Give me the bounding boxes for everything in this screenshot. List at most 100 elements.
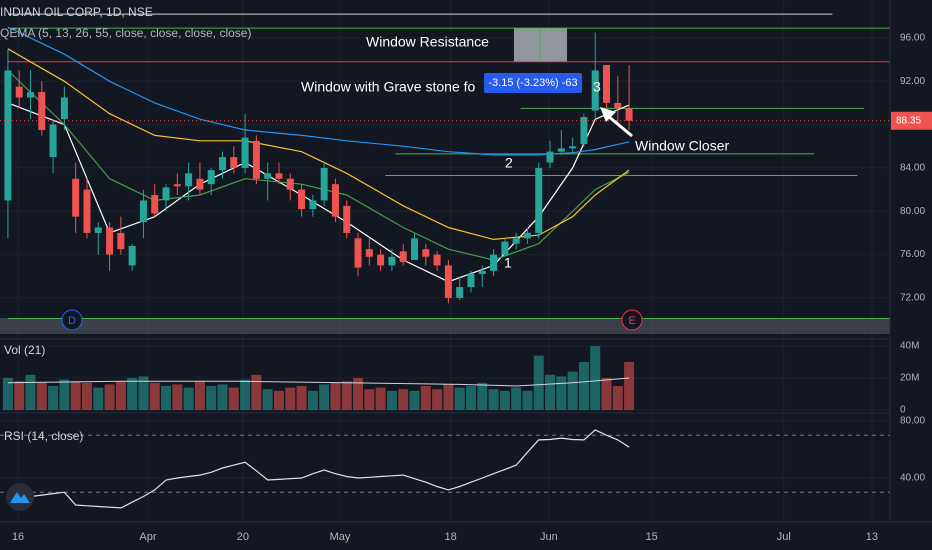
candle-body [151,195,159,214]
volume-bar [59,379,70,410]
candle-body [309,200,317,210]
rsi-line [7,429,630,509]
volume-bar [522,390,533,410]
volume-bar [533,355,544,410]
y-tick-label: 40.00 [900,473,925,484]
volume-bar [228,387,239,410]
y-tick-label: 92.00 [900,76,925,87]
volume-bar [115,381,126,410]
candle-body [162,187,170,201]
volume-bar [398,389,409,410]
last-price-label: 88.35 [896,115,921,126]
candle-body [467,274,475,288]
y-tick-label: 20M [900,373,919,384]
candle-body [49,124,57,158]
volume-bar [161,386,172,410]
event-label: D [68,315,76,327]
volume-bar [2,378,13,410]
volume-bar [578,362,589,410]
event-label: E [628,315,635,327]
volume-bar [567,371,578,410]
volume-label: Vol (21) [4,343,45,357]
volume-bar [251,374,262,410]
candle-body [580,117,588,145]
volume-bar [138,376,149,410]
candle-body [94,227,102,233]
volume-bar [172,384,183,410]
volume-bar [14,381,25,410]
volume-bar [296,386,307,410]
event-marker [61,309,83,331]
volume-bar [217,384,228,410]
volume-bar [341,381,352,410]
candle-body [603,65,611,103]
y-tick-label: 76.00 [900,249,925,260]
symbol-title: INDIAN OIL CORP, 1D, NSE [0,5,153,19]
candle-body [83,189,91,233]
volume-bar [307,390,318,410]
y-tick-label: 80.00 [900,206,925,217]
volume-bar [624,362,635,410]
annotation: Window Closer [635,138,729,154]
candle-body [456,287,464,298]
y-tick-label: 84.00 [900,163,925,174]
candle-body [625,108,633,121]
candle-body [490,254,498,271]
volume-bar [488,389,499,410]
candle-body [422,249,430,257]
logo-icon [10,492,30,503]
volume-bar [432,389,443,410]
candle-body [252,140,260,179]
volume-bar [454,387,465,410]
candle-body [377,254,385,266]
candle-body [444,265,452,298]
x-tick-label: 15 [646,531,658,543]
volume-bar [104,384,115,410]
candle-body [26,92,34,98]
x-tick-label: 18 [445,531,457,543]
candle-body [512,238,520,244]
candle-body [219,157,226,171]
annotation: 2 [505,155,513,171]
last-price-box [891,111,932,130]
y-tick-label: 0 [900,405,906,416]
candle-body [139,200,147,223]
volume-bar [353,378,364,410]
candle-body [557,148,565,152]
x-tick-label: 16 [12,531,24,543]
x-tick-label: 13 [866,531,878,543]
volume-bar [48,386,59,410]
event-marker [621,309,643,331]
candle-body [298,189,306,210]
tooltip-box [484,73,582,93]
candle-body [286,178,294,190]
annotation: 1 [504,255,512,271]
x-tick-label: 20 [237,531,249,543]
candle-body [614,102,622,109]
candle-body [535,167,543,233]
volume-bar [240,379,251,410]
volume-bar [183,387,194,410]
candle-body [411,238,419,260]
candle-body [546,151,554,163]
candle-body [275,173,283,179]
volume-bar [194,381,205,410]
volume-bar [70,381,81,410]
candle-body [106,227,114,255]
candle-body [38,92,46,130]
volume-bar [443,384,454,410]
volume-bar [319,384,330,410]
volume-bar [556,376,567,410]
y-tick-label: 72.00 [900,293,925,304]
candle-body [117,232,125,250]
candle-body [331,184,339,217]
annotation: Window Resistance [366,34,489,50]
arrow [607,114,633,138]
volume-bar [330,382,341,410]
candle-body [569,146,577,149]
volume-bar [127,378,138,410]
volume-bar [93,387,104,410]
candle-body [264,173,272,179]
candle-body [60,97,68,120]
